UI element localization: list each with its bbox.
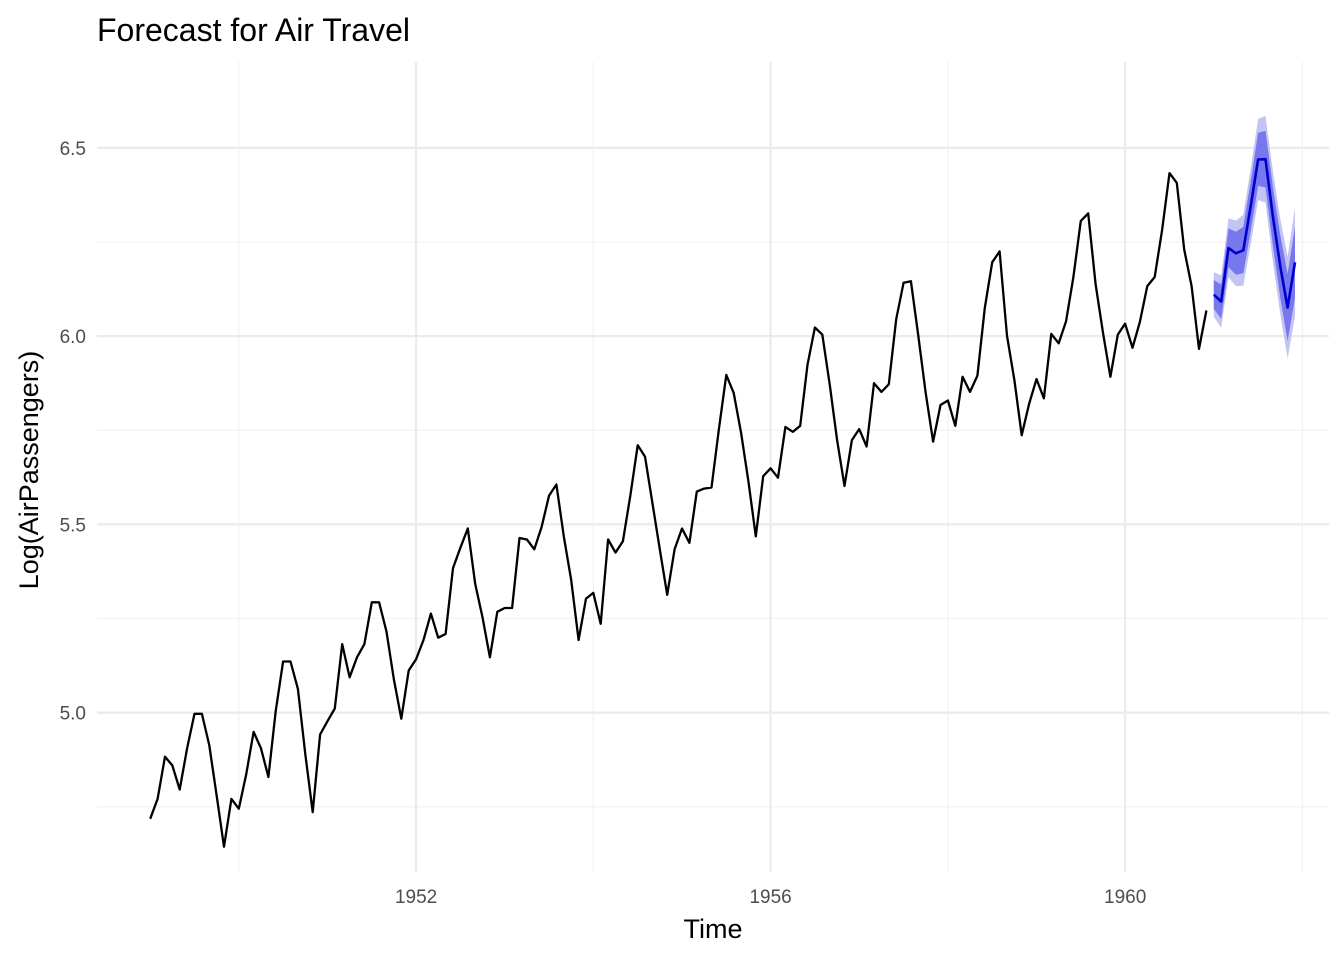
- forecast-band-95: [1213, 115, 1295, 359]
- chart-title: Forecast for Air Travel: [97, 12, 410, 48]
- major-gridlines: [97, 62, 1329, 872]
- y-tick-label: 6.0: [60, 327, 86, 348]
- minor-gridlines: [97, 62, 1329, 872]
- x-axis-ticks: 1952 1956 1960: [395, 887, 1146, 908]
- y-tick-label: 5.5: [60, 515, 86, 536]
- observed-series-line: [149, 171, 1208, 848]
- y-tick-label: 5.0: [60, 704, 86, 725]
- x-axis-title: Time: [684, 914, 743, 944]
- series-lines: [149, 157, 1297, 848]
- y-axis-title: Log(AirPassengers): [14, 351, 44, 590]
- x-tick-label: 1960: [1104, 887, 1146, 908]
- forecast-band-80: [1213, 130, 1295, 341]
- y-axis-ticks: 5.0 5.5 6.0 6.5: [60, 139, 86, 725]
- x-tick-label: 1956: [749, 887, 791, 908]
- prediction-intervals: [1213, 115, 1295, 359]
- y-tick-label: 6.5: [60, 139, 86, 160]
- forecast-mean-line: [1212, 157, 1297, 309]
- x-tick-label: 1952: [395, 887, 437, 908]
